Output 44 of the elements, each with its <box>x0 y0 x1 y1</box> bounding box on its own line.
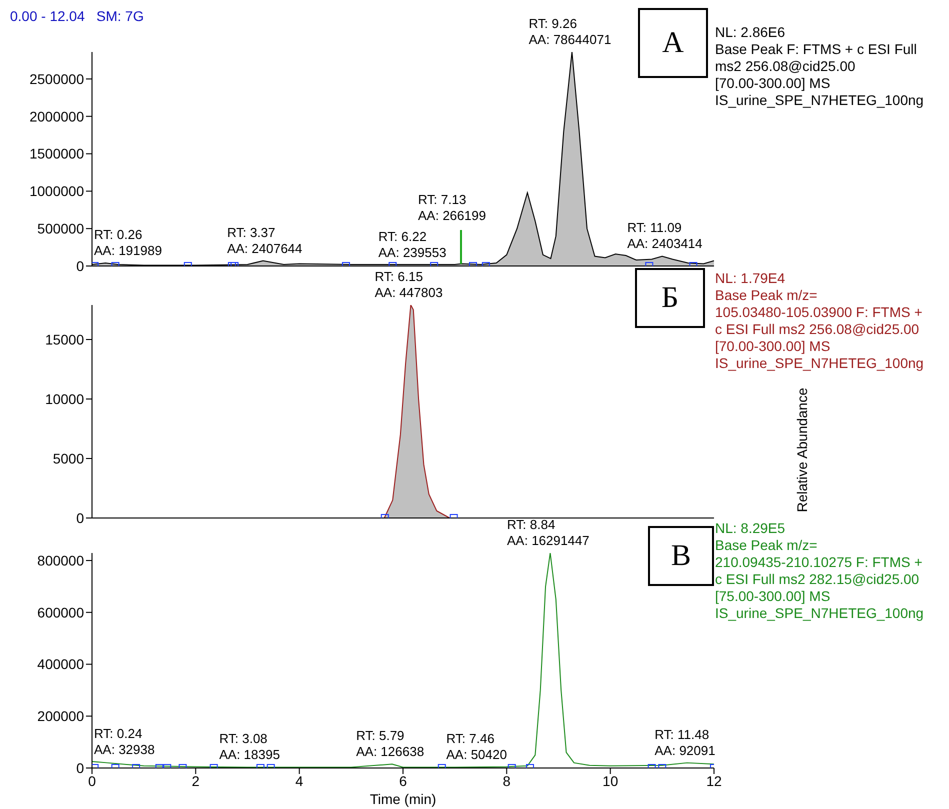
y-tick-label: 0 <box>76 760 84 776</box>
x-tick-label: 6 <box>399 772 408 789</box>
text: NL: 8.29E5 Base Peak m/z= 210.09435-210.10275 F: FTMS + c ESI Full ms2 282.15@cid25.00 [75.00-300.00] MS IS_urine_SPE_N7HETEG_100ng <box>715 520 925 622</box>
letter-box: А <box>638 8 708 78</box>
y-tick-label: 10000 <box>45 390 84 407</box>
x-axis-title: Time (min) <box>370 791 436 807</box>
annotation: RT: 8.84 AA: 16291447 <box>507 517 590 549</box>
y-tick-label: 2000000 <box>29 108 84 124</box>
annotation: RT: 0.24 AA: 32938 <box>94 726 155 758</box>
x-tick-label: 10 <box>602 772 618 789</box>
y-axis-title: Relative Abundance <box>794 386 811 514</box>
x-tick-label: 12 <box>706 772 722 789</box>
annotation: RT: 6.15 AA: 447803 <box>374 269 443 301</box>
annotation: RT: 11.09 AA: 2403414 <box>627 220 702 252</box>
y-tick-label: 600000 <box>37 604 84 620</box>
text: 0.00 - 12.04 SM: 7G <box>10 8 144 24</box>
y-tick-label: 15000 <box>45 331 84 348</box>
annotation: RT: 3.37 AA: 2407644 <box>227 224 302 257</box>
letter-box: Б <box>635 268 705 328</box>
y-tick-label: 200000 <box>37 708 84 724</box>
annotation: RT: 0.26 AA: 191989 <box>94 227 162 259</box>
y-tick-label: 5000 <box>52 450 84 466</box>
x-tick-label: 2 <box>192 772 200 789</box>
annotation: RT: 3.08 AA: 18395 <box>219 731 280 764</box>
x-tick-label: 8 <box>502 772 511 789</box>
y-tick-label: 1500000 <box>29 146 84 162</box>
x-tick-label: 4 <box>295 772 304 789</box>
annotation: RT: 5.79 AA: 126638 <box>356 728 424 760</box>
y-tick-label: 0 <box>76 258 84 274</box>
y-tick-label: 1000000 <box>29 183 84 200</box>
x-tick-label: 0 <box>88 772 96 789</box>
y-tick-label: 800000 <box>37 552 84 568</box>
annotation: RT: 7.46 AA: 50420 <box>446 731 507 764</box>
annotation: RT: 6.22 AA: 239553 <box>378 228 446 261</box>
y-tick-label: 0 <box>76 510 84 526</box>
y-tick-label: 400000 <box>37 656 84 672</box>
annotation: RT: 11.48 AA: 92091 <box>654 726 716 759</box>
text: NL: 2.86E6 Base Peak F: FTMS + c ESI Full ms2 256.08@cid25.00 [70.00-300.00] MS IS_urine_SPE_N7HETEG_100ng <box>715 24 925 109</box>
annotation: RT: 9.26 AA: 78644071 <box>528 16 612 48</box>
annotation: RT: 7.13 AA: 266199 <box>418 192 486 224</box>
y-tick-label: 500000 <box>37 220 84 237</box>
letter-box: В <box>648 526 714 586</box>
y-tick-label: 2500000 <box>29 70 84 87</box>
text: NL: 1.79E4 Base Peak m/z= 105.03480-105.03900 F: FTMS + c ESI Full ms2 256.08@cid25.00 [70.00-300.00] MS IS_urine_SPE_N7HETEG_100ng <box>715 270 925 372</box>
